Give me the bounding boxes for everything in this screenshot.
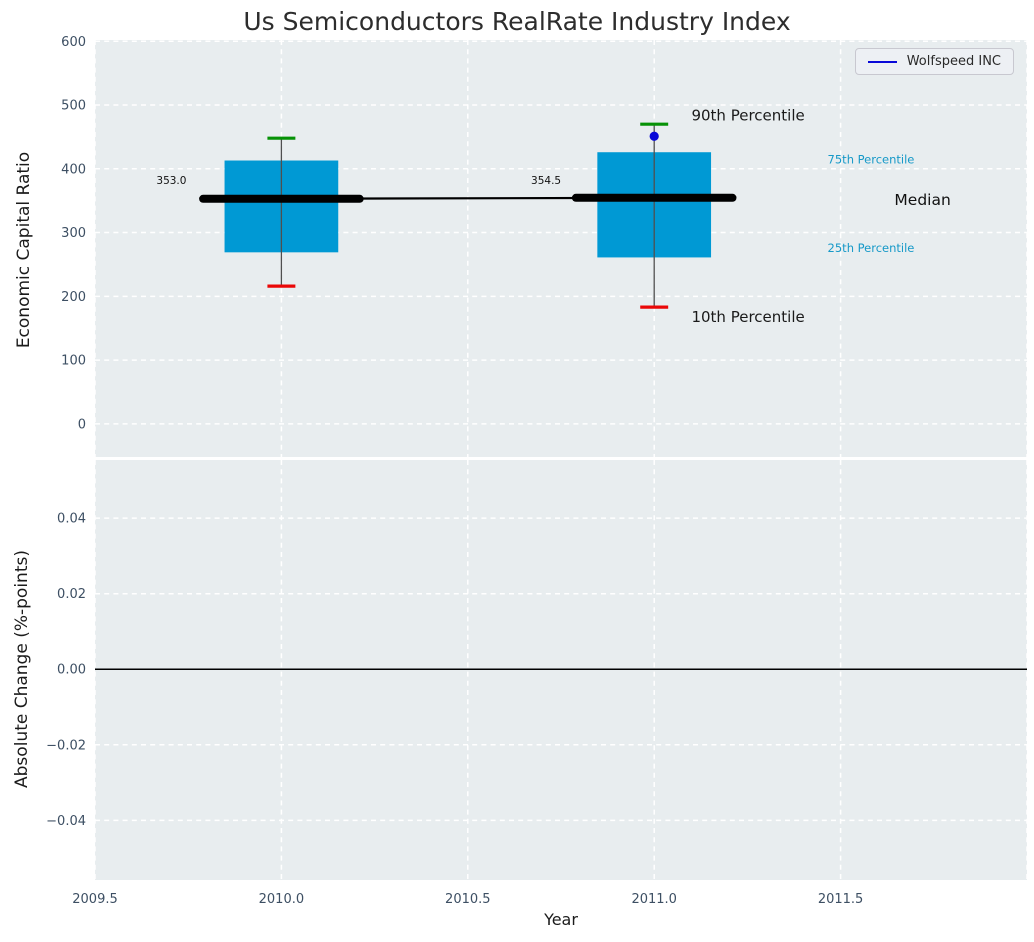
- top-panel-canvas: 600 500 400 300 200 100 0 353.0 354.5 90th Percen…: [61, 35, 1028, 457]
- x-tick-label: 2010.0: [259, 892, 305, 907]
- x-tick-label: 2011.0: [631, 892, 677, 907]
- y-tick-label: −0.04: [46, 814, 86, 829]
- chart-title: Us Semiconductors RealRate Industry Inde…: [243, 7, 791, 36]
- bottom-panel-canvas: 0.04 0.02 0.00 −0.02 −0.04 2009.5 2010.0 2010.5…: [46, 460, 1028, 907]
- annotation-text: 353.0: [156, 175, 186, 187]
- y-tick-label: 400: [61, 162, 86, 177]
- annotation-text: Median: [894, 191, 950, 209]
- annotation-text: 90th Percentile: [691, 107, 804, 125]
- y-tick-label: 0.02: [57, 587, 86, 602]
- y-tick-label: 100: [61, 354, 86, 369]
- x-tick-label: 2009.5: [72, 892, 118, 907]
- y-tick-label: −0.02: [46, 738, 86, 753]
- x-tick-label: 2011.5: [818, 892, 864, 907]
- legend-line-swatch: [867, 60, 897, 63]
- annotation-text: 25th Percentile: [828, 241, 915, 255]
- y-tick-label: 0.00: [57, 663, 86, 678]
- bottom-panel: 0.04 0.02 0.00 −0.02 −0.04 2009.5 2010.0 2010.5…: [46, 460, 1028, 907]
- y-tick-label: 600: [61, 35, 86, 50]
- series-point: [649, 131, 659, 141]
- y-tick-label: 300: [61, 226, 86, 241]
- top-panel: 600 500 400 300 200 100 0 353.0 354.5 90th Percen…: [61, 35, 1028, 457]
- x-tick-label: 2010.5: [445, 892, 491, 907]
- x-axis-label: Year: [544, 910, 578, 929]
- y-tick-label: 200: [61, 290, 86, 305]
- y-tick-label: 500: [61, 99, 86, 114]
- y-tick-label: 0.04: [57, 512, 86, 527]
- y-axis-label-bottom: Absolute Change (%-points): [12, 550, 32, 788]
- legend: Wolfspeed INC: [854, 48, 1014, 75]
- annotation-text: 354.5: [531, 175, 561, 187]
- y-tick-label: 0: [78, 417, 86, 432]
- legend-label: Wolfspeed INC: [906, 54, 1001, 69]
- annotation-text: 10th Percentile: [691, 308, 804, 326]
- y-axis-label-top: Economic Capital Ratio: [14, 151, 34, 349]
- annotation-text: 75th Percentile: [828, 152, 915, 166]
